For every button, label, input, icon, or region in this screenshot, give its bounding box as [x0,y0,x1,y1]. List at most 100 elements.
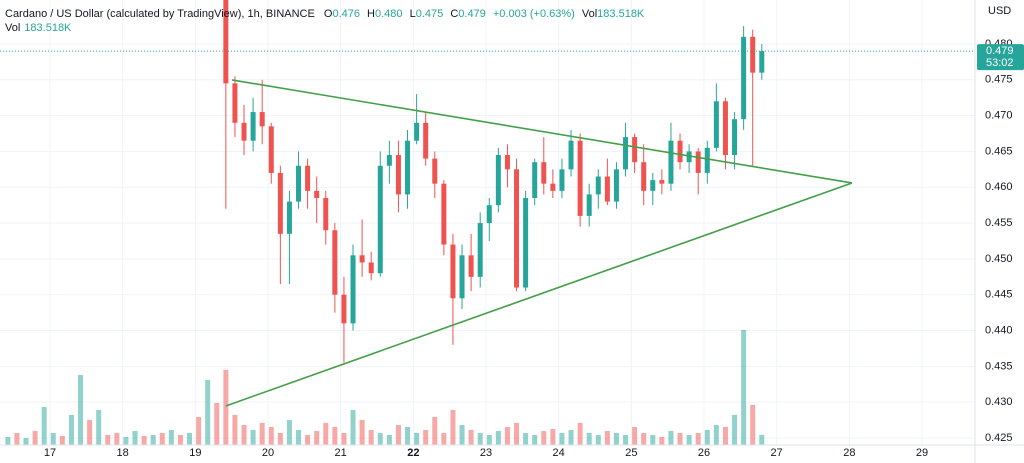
candle-body [750,36,756,73]
candle-body [332,230,338,295]
volume-bar [514,422,520,445]
candle-body [577,140,583,216]
symbol-title: Cardano / US Dollar (calculated by Tradi… [5,8,241,20]
volume-layer [5,329,765,445]
volume-bar [722,426,728,445]
y-tick-label: 0.435 [985,360,1013,372]
candle-body [341,294,347,324]
volume-bar [414,432,420,445]
x-tick-label: 21 [335,447,347,459]
candle-body [604,176,610,202]
candle-body [568,140,574,170]
candle-body [395,155,401,195]
volume-bar [559,432,565,445]
x-tick-label: 26 [698,447,710,459]
volume-bar [205,379,211,445]
volume-bar [450,409,456,445]
candle-body [559,169,565,191]
candle-body [250,112,256,141]
volume-bar [586,432,592,445]
candle-body [650,180,656,191]
candle-body [277,172,283,234]
candle-body [613,169,619,202]
volume-bar [713,424,719,445]
volume-bar [177,434,183,445]
candle-body [632,137,638,163]
candle-body [414,122,420,141]
volume-bar [704,429,710,445]
volume-bar [504,426,510,445]
candle-body [722,101,728,156]
last-price-label: 0.479 [986,45,1014,57]
candle-body [377,165,383,274]
candle-body [741,36,747,120]
candle-body [550,183,556,191]
candle-body [677,140,683,163]
volume-bar [341,432,347,445]
candle-body [441,183,447,245]
trend-line [231,79,853,184]
currency-label: USD [988,5,1011,17]
volume-bar [277,432,283,445]
candle-body [477,223,483,277]
legend-value: 0.476 [332,8,360,20]
candle-body [486,205,492,224]
volume-bar [550,428,556,445]
candle-body [359,255,365,263]
x-tick-label: 19 [189,447,201,459]
volume-bar [5,436,11,445]
volume-bar [123,436,129,445]
x-tick-label: 20 [262,447,274,459]
separator: , [260,8,266,20]
candle-body [323,198,329,231]
legend-label: C [450,8,458,20]
volume-bar [168,429,174,445]
volume-bar [677,432,683,445]
volume-bar [623,434,629,445]
volume-bar [432,416,438,445]
y-tick-label: 0.465 [985,145,1013,157]
x-tick-label: 18 [117,447,129,459]
candle-body [504,155,510,170]
volume-bar [250,429,256,445]
volume-bar [59,435,65,445]
volume-bar [377,432,383,445]
x-tick-label: 27 [771,447,783,459]
volume-bar [641,432,647,445]
y-tick-label: 0.470 [985,110,1013,122]
y-tick-label: 0.440 [985,324,1013,336]
candle-body [386,155,392,166]
candle-body [586,194,592,216]
annotation-layer [225,79,853,407]
volume-bar [368,429,374,445]
volume-bar [423,429,429,445]
y-tick-label: 0.445 [985,289,1013,301]
candle-body [659,180,665,184]
volume-bar [132,430,138,445]
candle-body [368,262,374,274]
legend-label: L [410,8,416,20]
legend-value: 183.518K [597,8,645,20]
volume-bar [68,414,74,445]
volume-bar [759,434,765,445]
volume-bar [96,409,102,445]
separator: , [241,8,247,20]
volume-bar [604,430,610,445]
candle-body [595,176,601,195]
volume-bar [459,424,465,445]
legend-value: 0.475 [416,8,444,20]
volume-bar [468,429,474,445]
volume-bar [332,426,338,445]
y-tick-label: 0.455 [985,217,1013,229]
volume-bar [296,429,302,445]
candle-body [259,112,265,127]
candle-body [523,198,529,288]
volume-bar [141,435,147,445]
volume-bar [196,416,202,445]
x-tick-label: 28 [843,447,855,459]
volume-bar [441,432,447,445]
legend-value: 0.480 [375,8,403,20]
candle-layer [223,0,765,363]
volume-bar [568,429,574,445]
